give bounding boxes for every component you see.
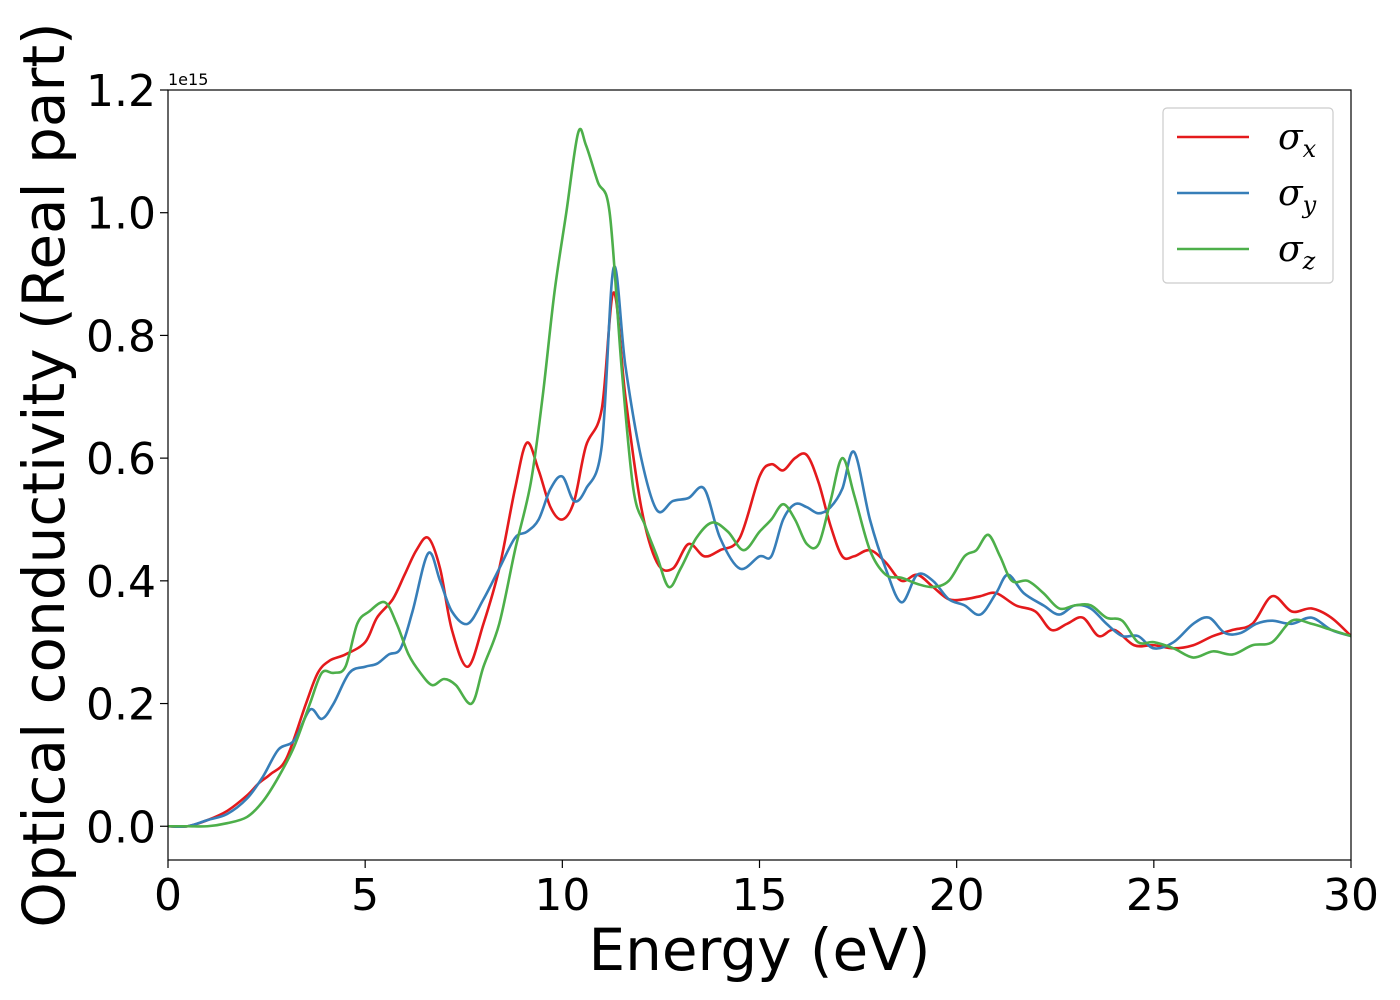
y-axis-title: Optical conductivity (Real part) — [10, 22, 78, 927]
x-tick-label: 10 — [534, 870, 590, 921]
y-tick-label: 1.0 — [86, 189, 156, 240]
y-offset-label: 1e15 — [168, 70, 208, 89]
x-tick-label: 25 — [1126, 870, 1182, 921]
series-line-z — [168, 127, 1351, 828]
y-tick-label: 0.4 — [86, 557, 156, 608]
plot-lines — [168, 127, 1351, 829]
x-axis-ticks: 0 5 10 15 20 25 30 — [154, 860, 1379, 921]
x-tick-label: 30 — [1323, 870, 1379, 921]
legend-label-z: σz — [1278, 229, 1316, 275]
y-axis-ticks: 0.0 0.2 0.4 0.6 0.8 1.0 1.2 — [86, 66, 168, 853]
x-tick-label: 15 — [732, 870, 788, 921]
series-line-x — [168, 291, 1351, 829]
y-tick-label: 0.6 — [86, 434, 156, 485]
y-tick-label: 1.2 — [86, 66, 156, 117]
series-line-y — [168, 265, 1351, 829]
x-axis-title: Energy (eV) — [588, 916, 930, 984]
x-tick-label: 0 — [154, 870, 182, 921]
x-tick-label: 5 — [351, 870, 379, 921]
legend: σx σy σz — [1162, 107, 1334, 284]
y-tick-label: 0.2 — [86, 680, 156, 731]
y-tick-label: 0.0 — [86, 802, 156, 853]
legend-box — [1162, 107, 1334, 284]
legend-label-x: σx — [1278, 117, 1317, 163]
y-tick-label: 0.8 — [86, 311, 156, 362]
legend-label-y: σy — [1278, 173, 1317, 219]
x-tick-label: 20 — [929, 870, 985, 921]
